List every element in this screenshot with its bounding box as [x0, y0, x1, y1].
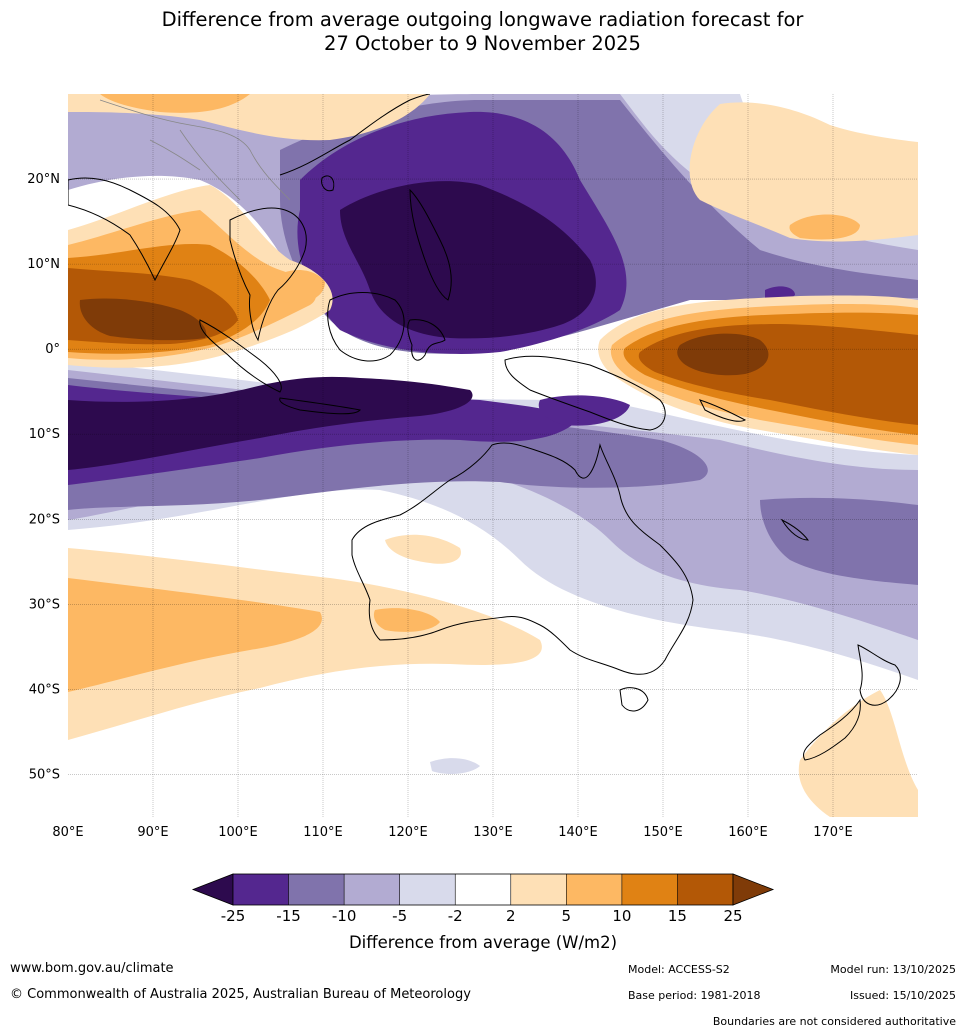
anomaly-region-australia-orange-south [373, 608, 440, 632]
anomaly-region-australia-pale-orange-north [385, 534, 461, 564]
coastline-sulawesi [407, 319, 446, 361]
lon-tick-label: 140°E [558, 825, 598, 840]
anomaly-region-northeast-pale-orange [689, 102, 918, 242]
model-run-date: Model run: 13/10/2025 [830, 963, 956, 976]
boundaries-disclaimer: Boundaries are not considered authoritat… [712, 1015, 956, 1028]
copyright-text: © Commonwealth of Australia 2025, Austra… [10, 987, 471, 1002]
lon-tick-label: 170°E [813, 825, 853, 840]
lon-tick-label: 150°E [643, 825, 683, 840]
colorbar-title: Difference from average (W/m2) [349, 933, 617, 952]
colorbar-tick-label: -5 [392, 907, 407, 925]
lon-tick-label: 120°E [388, 825, 428, 840]
colorbar-tick-label: -10 [332, 907, 357, 925]
colorbar-tick-label: 2 [506, 907, 516, 925]
coastline-solomon-islands [699, 399, 747, 422]
lon-tick-label: 130°E [473, 825, 513, 840]
anomaly-region-deep-violet-north [340, 181, 596, 339]
anomaly-field [68, 94, 918, 817]
lat-tick-label: 30°S [29, 597, 60, 612]
coastline-australia [351, 442, 694, 675]
issued-date: Issued: 15/10/2025 [849, 989, 956, 1002]
coastlines [68, 94, 901, 761]
anomaly-region-south-ocean-orange [68, 578, 322, 692]
colorbar-swatch [566, 874, 622, 905]
colorbar-swatch [233, 874, 289, 905]
base-period: Base period: 1981-2018 [628, 989, 761, 1002]
lat-tick-label: 10°N [27, 257, 60, 272]
country-boundaries [99, 99, 291, 201]
coastline-india [68, 177, 181, 282]
website-link[interactable]: www.bom.gov.au/climate [10, 961, 174, 976]
chart-title: Difference from average outgoing longwav… [0, 8, 965, 56]
coastline-philippines [409, 188, 452, 301]
anomaly-region-northeast-orange [789, 214, 860, 240]
coastline-new-zealand-south [803, 698, 861, 761]
coastline-new-caledonia [780, 518, 810, 541]
colorbar-swatch [455, 874, 511, 905]
title-line-1: Difference from average outgoing longwav… [161, 8, 804, 31]
colorbar-tick-label: 15 [668, 907, 687, 925]
model-name: Model: ACCESS-S2 [628, 963, 730, 976]
coastline-taiwan [321, 175, 335, 192]
lon-tick-label: 80°E [52, 825, 83, 840]
anomaly-region-pacific-dark-brown [677, 333, 769, 376]
colorbar-tick-label: -25 [221, 907, 246, 925]
colorbar-swatch [344, 874, 400, 905]
anomaly-region-indian-ocean-dark-brown [79, 298, 207, 341]
lon-tick-label: 110°E [303, 825, 343, 840]
coastline-new-guinea [504, 355, 666, 431]
lat-tick-label: 40°S [29, 682, 60, 697]
anomaly-region-nz-pale-orange [798, 690, 918, 817]
colorbar-swatch [677, 874, 733, 905]
lat-tick-label: 50°S [29, 767, 60, 782]
coastline-new-zealand-north [857, 644, 901, 706]
colorbar-tick-label: 25 [723, 907, 742, 925]
lat-tick-label: 20°S [29, 512, 60, 527]
lon-tick-label: 90°E [137, 825, 168, 840]
coastline-java [279, 397, 361, 415]
title-line-2: 27 October to 9 November 2025 [324, 32, 641, 55]
colorbar-tick-label: 10 [612, 907, 631, 925]
colorbar-swatch [288, 874, 345, 905]
colorbar-extend-high [732, 873, 775, 906]
colorbar-tick-label: -15 [276, 907, 301, 925]
coastline-borneo [327, 292, 405, 362]
colorbar-swatch [510, 874, 567, 905]
colorbar-tick-label: 5 [562, 907, 572, 925]
map-area [68, 94, 918, 817]
anomaly-region-tasman-lilac [430, 758, 480, 774]
latitude-axis: 20°N 10°N 0° 10°S 20°S 30°S 40°S 50°S [27, 172, 60, 782]
gridlines [68, 94, 918, 817]
colorbar-swatch [399, 874, 456, 905]
coastline-tasmania [619, 687, 649, 712]
lat-tick-label: 10°S [29, 427, 60, 442]
lat-tick-label: 0° [45, 342, 60, 357]
lat-tick-label: 20°N [27, 172, 60, 187]
anomaly-region-slate-purple-east [760, 497, 918, 585]
anomaly-region-northwest-orange [100, 94, 250, 113]
lon-tick-label: 100°E [218, 825, 258, 840]
lon-tick-label: 160°E [728, 825, 768, 840]
anomaly-region-deep-violet-south [68, 376, 473, 470]
coastline-china [279, 94, 431, 176]
colorbar-tick-label: -2 [448, 907, 463, 925]
colorbar-swatch [621, 874, 678, 905]
longitude-axis: 80°E 90°E 100°E 110°E 120°E 130°E 140°E 150°E 16… [52, 825, 852, 840]
anomaly-region-south-china-sea-orange [268, 270, 325, 304]
coastline-sumatra [199, 319, 282, 393]
colorbar-extend-low [191, 873, 234, 906]
boundary-lines-asia [99, 99, 291, 201]
coastline-indochina [229, 207, 307, 342]
